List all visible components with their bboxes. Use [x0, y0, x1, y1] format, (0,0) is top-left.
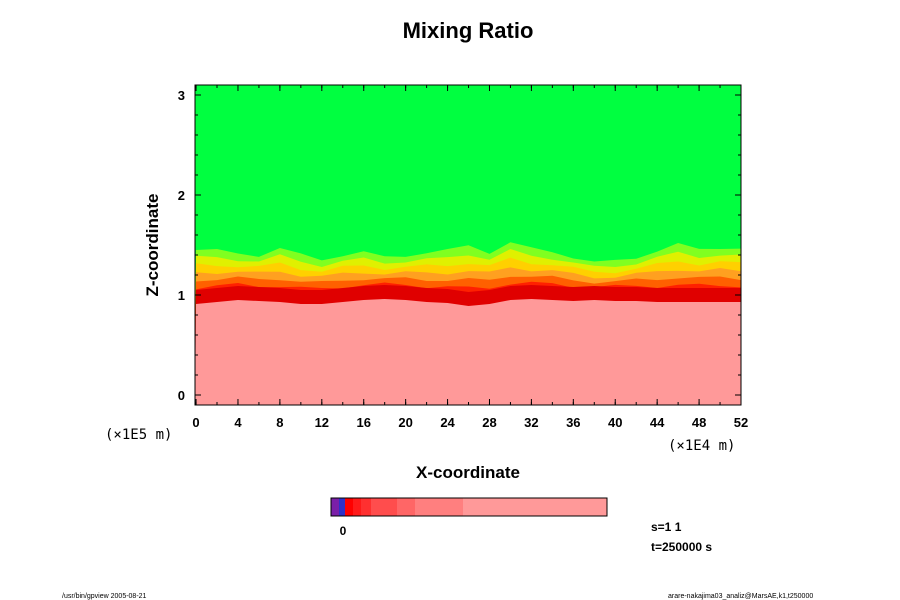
colorbar-swatch [339, 498, 345, 516]
footer-right: arare-nakajima03_analiz@MarsAE,k1,t25000… [668, 593, 813, 600]
y-tick-label: 0 [178, 388, 185, 403]
x-axis-label: X-coordinate [416, 463, 520, 482]
x-tick-label: 0 [192, 415, 199, 430]
plot-frame [194, 84, 742, 406]
y-axis-label: Z-coordinate [143, 194, 162, 297]
x-scale-label: (×1E4 m) [668, 438, 735, 454]
x-tick-label: 32 [524, 415, 538, 430]
x-tick-label: 52 [734, 415, 748, 430]
colorbar-swatch [463, 498, 607, 516]
colorbar-swatch [361, 498, 371, 516]
y-tick-label: 2 [178, 188, 185, 203]
step-label: s=1 1 [651, 520, 682, 534]
x-tick-label: 4 [234, 415, 242, 430]
x-tick-label: 8 [276, 415, 283, 430]
x-tick-label: 24 [440, 415, 455, 430]
y-tick-label: 1 [178, 288, 185, 303]
colorbar-swatch [331, 498, 339, 516]
colorbar-swatch [345, 498, 353, 516]
x-tick-label: 16 [356, 415, 370, 430]
time-label: t=250000 s [651, 540, 712, 554]
colorbar-zero-label: 0 [340, 524, 347, 538]
y-scale-label: (×1E5 m) [105, 427, 172, 443]
colorbar-swatch [353, 498, 361, 516]
colorbar-swatch [371, 498, 397, 516]
colorbar-swatch [415, 498, 463, 516]
chart-title: Mixing Ratio [403, 18, 534, 43]
x-tick-label: 28 [482, 415, 496, 430]
x-tick-label: 44 [650, 415, 665, 430]
x-tick-label: 48 [692, 415, 706, 430]
colorbar [330, 497, 608, 517]
x-tick-label: 36 [566, 415, 580, 430]
colorbar-swatch [397, 498, 415, 516]
x-tick-label: 12 [315, 415, 329, 430]
colorbar-frame [330, 497, 608, 517]
y-tick-label: 3 [178, 88, 185, 103]
x-tick-label: 40 [608, 415, 622, 430]
lower-region [195, 299, 741, 405]
x-tick-label: 20 [398, 415, 412, 430]
footer-left: /usr/bin/gpview 2005-08-21 [62, 593, 147, 600]
